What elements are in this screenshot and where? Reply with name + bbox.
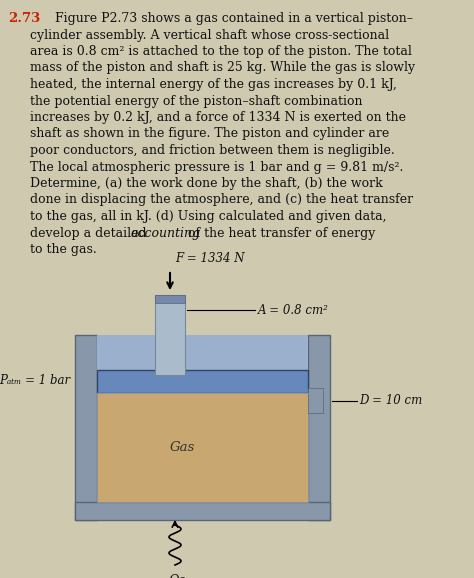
Text: 2.73: 2.73 [8,12,40,25]
Text: to the gas, all in kJ. (d) Using calculated and given data,: to the gas, all in kJ. (d) Using calcula… [30,210,386,223]
Text: the potential energy of the piston–shaft combination: the potential energy of the piston–shaft… [30,94,363,108]
Text: area is 0.8 cm² is attached to the top of the piston. The total: area is 0.8 cm² is attached to the top o… [30,45,412,58]
Text: accounting: accounting [131,227,201,239]
Bar [75,335,97,520]
Text: poor conductors, and friction between them is negligible.: poor conductors, and friction between th… [30,144,395,157]
Text: F = 1334 N: F = 1334 N [175,252,245,265]
Text: done in displacing the atmosphere, and (c) the heat transfer: done in displacing the atmosphere, and (… [30,194,413,206]
Bar [97,393,308,502]
Text: The local atmospheric pressure is 1 bar and g = 9.81 m/s².: The local atmospheric pressure is 1 bar … [30,161,403,173]
Text: heated, the internal energy of the gas increases by 0.1 kJ,: heated, the internal energy of the gas i… [30,78,397,91]
Bar [155,295,185,303]
Text: D = 10 cm: D = 10 cm [359,395,422,407]
Text: cylinder assembly. A vertical shaft whose cross-sectional: cylinder assembly. A vertical shaft whos… [30,28,389,42]
Text: Pₐₜₘ = 1 bar: Pₐₜₘ = 1 bar [0,375,70,387]
Text: increases by 0.2 kJ, and a force of 1334 N is exerted on the: increases by 0.2 kJ, and a force of 1334… [30,111,406,124]
Text: develop a detailed: develop a detailed [30,227,151,239]
Text: to the gas.: to the gas. [30,243,97,256]
Text: Gas: Gas [170,441,195,454]
Text: A = 0.8 cm²: A = 0.8 cm² [258,303,329,317]
Bar [97,335,308,370]
Text: shaft as shown in the figure. The piston and cylinder are: shaft as shown in the figure. The piston… [30,128,389,140]
Text: Figure P2.73 shows a gas contained in a vertical piston–: Figure P2.73 shows a gas contained in a … [55,12,413,25]
Text: mass of the piston and shaft is 25 kg. While the gas is slowly: mass of the piston and shaft is 25 kg. W… [30,61,415,75]
Text: Determine, (a) the work done by the shaft, (b) the work: Determine, (a) the work done by the shaf… [30,177,383,190]
Bar [75,502,330,520]
Bar [155,295,185,375]
Text: of the heat transfer of energy: of the heat transfer of energy [184,227,375,239]
Bar [97,370,308,393]
Text: Qc: Qc [168,573,186,578]
Bar [308,388,323,413]
Bar [308,335,330,520]
